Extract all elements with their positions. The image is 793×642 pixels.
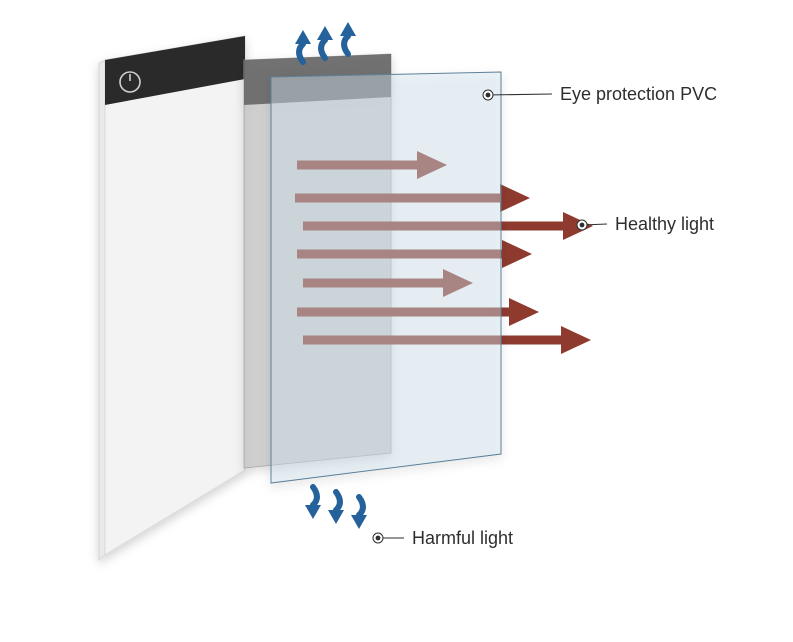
deflect-down-2 xyxy=(351,497,367,529)
label-pvc: Eye protection PVC xyxy=(560,84,717,104)
callout-harmful: Harmful light xyxy=(373,528,513,548)
callout-dot-inner-harmful xyxy=(376,536,381,541)
pvc-sheet-face xyxy=(271,72,501,483)
callout-dot-inner-pvc xyxy=(486,93,491,98)
label-healthy: Healthy light xyxy=(615,214,714,234)
deflected-up-arrows xyxy=(295,22,356,62)
callout-dot-inner-healthy xyxy=(580,223,585,228)
pvc-sheet-panel xyxy=(271,72,501,483)
deflected-down-arrows xyxy=(305,487,367,529)
light-pad-panel xyxy=(99,36,245,560)
deflect-up-1 xyxy=(317,26,333,58)
deflect-up-2 xyxy=(340,22,356,54)
callout-healthy: Healthy light xyxy=(577,214,714,234)
light-pad-edge xyxy=(99,60,105,560)
callout-pvc: Eye protection PVC xyxy=(483,84,717,104)
light-pad-face xyxy=(105,36,245,555)
deflect-down-0 xyxy=(305,487,321,519)
label-harmful: Harmful light xyxy=(412,528,513,548)
deflect-down-1 xyxy=(328,492,344,524)
